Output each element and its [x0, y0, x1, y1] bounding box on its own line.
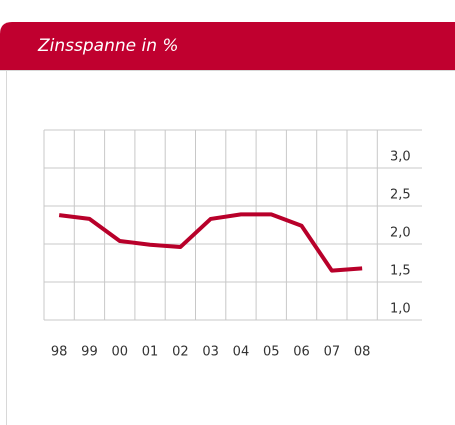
x-tick-label: 08: [354, 345, 371, 360]
chart-title: Zinsspanne in %: [37, 36, 179, 56]
y-tick-label: 1,5: [390, 264, 411, 279]
y-tick-label: 3,0: [390, 150, 411, 165]
x-tick-label: 03: [202, 345, 219, 360]
x-tick-label: 01: [142, 345, 159, 360]
header-band: [0, 22, 455, 70]
line-series: [58, 212, 363, 273]
x-tick-label: 98: [51, 345, 68, 360]
x-tick-label: 02: [172, 345, 189, 360]
x-tick-label: 04: [233, 345, 250, 360]
y-tick-label: 2,0: [390, 226, 411, 241]
x-tick-label: 05: [263, 345, 280, 360]
y-tick-label: 2,5: [390, 188, 411, 203]
x-tick-label: 06: [293, 345, 310, 360]
x-tick-label: 99: [81, 345, 98, 360]
x-tick-label: 07: [324, 345, 341, 360]
x-tick-label: 00: [111, 345, 128, 360]
y-tick-label: 1,0: [390, 302, 411, 317]
